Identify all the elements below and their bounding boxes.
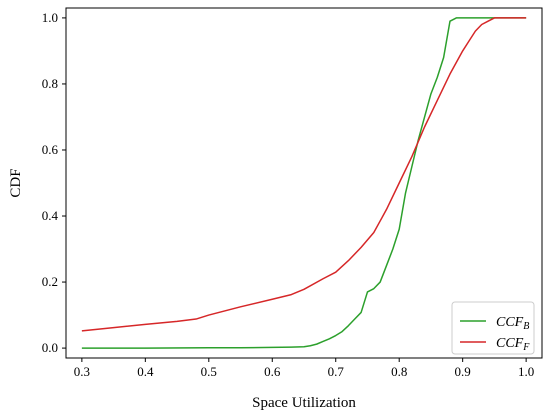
x-tick-label: 0.6 bbox=[264, 364, 281, 379]
series-lines bbox=[81, 17, 527, 349]
y-tick-label: 0.6 bbox=[42, 142, 59, 157]
plot-area: 0.3 0.4 0.5 0.6 0.7 0.8 0.9 1.0 0.0 0.2 0.4 0.6 0.8… bbox=[42, 7, 543, 379]
legend-label-ccf-f: CCFF bbox=[496, 336, 530, 353]
x-axis-ticks: 0.3 0.4 0.5 0.6 0.7 0.8 0.9 1.0 bbox=[74, 358, 534, 379]
y-axis-label: CDF bbox=[8, 168, 24, 197]
legend: CCFB CCFF bbox=[451, 301, 535, 355]
x-tick-label: 0.9 bbox=[455, 364, 471, 379]
y-tick-label: 1.0 bbox=[42, 10, 58, 25]
series-line-ccf-b bbox=[81, 17, 527, 349]
legend-box bbox=[451, 301, 535, 355]
x-tick-label: 1.0 bbox=[518, 364, 534, 379]
series-line-ccf-f bbox=[81, 17, 527, 332]
y-axis-ticks: 0.0 0.2 0.4 0.6 0.8 1.0 bbox=[42, 10, 66, 355]
y-tick-label: 0.4 bbox=[42, 208, 59, 223]
x-tick-label: 0.8 bbox=[391, 364, 407, 379]
x-tick-label: 0.7 bbox=[328, 364, 345, 379]
legend-label-ccf-b: CCFB bbox=[496, 315, 529, 332]
y-tick-label: 0.8 bbox=[42, 76, 58, 91]
x-tick-label: 0.3 bbox=[74, 364, 90, 379]
y-tick-label: 0.0 bbox=[42, 340, 58, 355]
x-axis-label: Space Utilization bbox=[252, 395, 356, 411]
plot-frame bbox=[65, 7, 543, 359]
x-tick-label: 0.4 bbox=[137, 364, 154, 379]
x-tick-label: 0.5 bbox=[201, 364, 217, 379]
y-tick-label: 0.2 bbox=[42, 274, 58, 289]
